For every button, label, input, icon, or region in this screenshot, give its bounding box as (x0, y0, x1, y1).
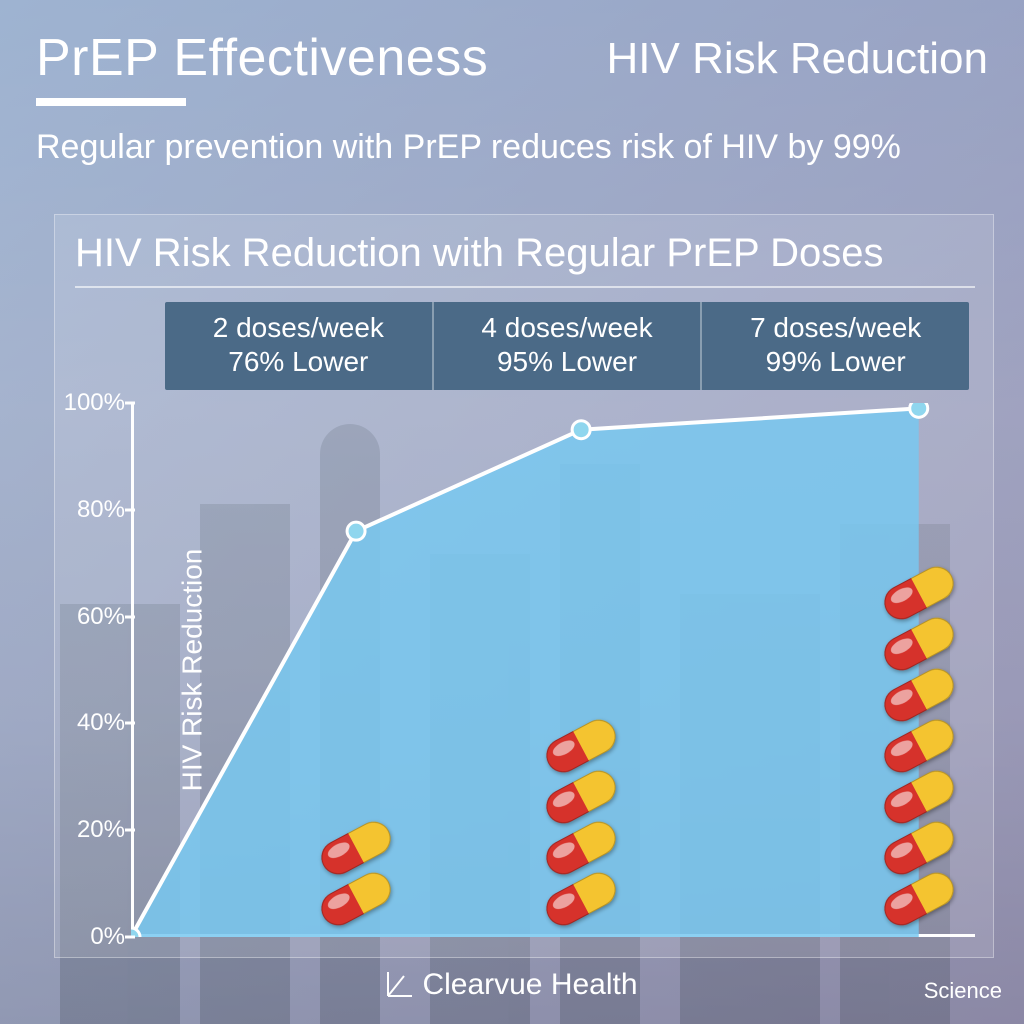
pill-icon (882, 729, 956, 768)
infographic-canvas: PrEP Effectiveness HIV Risk Reduction Re… (0, 0, 1024, 1024)
pill-stack (544, 729, 618, 921)
footer-credit: Science (924, 978, 1002, 1004)
panel-rule (75, 286, 975, 288)
chart-plot-area: HIV Risk Reduction 0%20%40%60%80%100% (131, 403, 975, 937)
legend-line2: 76% Lower (171, 346, 426, 378)
data-marker (910, 403, 928, 417)
pill-icon (882, 780, 956, 819)
brand-logo-icon (386, 970, 414, 1006)
legend-cell: 4 doses/week 95% Lower (434, 302, 703, 390)
legend-line1: 4 doses/week (440, 312, 695, 344)
area-fill (131, 408, 919, 937)
legend-cell: 7 doses/week 99% Lower (702, 302, 969, 390)
pill-icon (544, 831, 618, 870)
data-marker (347, 522, 365, 540)
pill-icon (319, 831, 393, 870)
header: PrEP Effectiveness HIV Risk Reduction Re… (36, 28, 988, 167)
header-subtitle: HIV Risk Reduction (607, 34, 988, 84)
y-tick: 0% (61, 923, 125, 951)
chart-panel: HIV Risk Reduction with Regular PrEP Dos… (54, 214, 994, 958)
legend-cell: 2 doses/week 76% Lower (165, 302, 434, 390)
legend-line2: 95% Lower (440, 346, 695, 378)
pill-stack (319, 831, 393, 921)
legend-line2: 99% Lower (708, 346, 963, 378)
pill-icon (882, 576, 956, 615)
title-underline (36, 98, 186, 106)
pill-stack (882, 576, 956, 921)
dose-legend: 2 doses/week 76% Lower 4 doses/week 95% … (165, 302, 969, 390)
y-tick: 80% (61, 496, 125, 524)
pill-icon (544, 729, 618, 768)
data-marker (572, 421, 590, 439)
y-tick: 20% (61, 816, 125, 844)
y-tick: 40% (61, 709, 125, 737)
pill-icon (882, 678, 956, 717)
y-tick: 100% (61, 389, 125, 417)
tagline: Regular prevention with PrEP reduces ris… (36, 128, 988, 167)
footer-brand: Clearvue Health (0, 968, 1024, 1006)
panel-title: HIV Risk Reduction with Regular PrEP Dos… (75, 231, 975, 276)
pill-icon (319, 882, 393, 921)
legend-line1: 7 doses/week (708, 312, 963, 344)
y-tick: 60% (61, 603, 125, 631)
pill-icon (882, 882, 956, 921)
pill-icon (544, 882, 618, 921)
pill-icon (882, 627, 956, 666)
brand-text: Clearvue Health (422, 968, 637, 1001)
pill-icon (544, 780, 618, 819)
pill-icon (882, 831, 956, 870)
legend-line1: 2 doses/week (171, 312, 426, 344)
